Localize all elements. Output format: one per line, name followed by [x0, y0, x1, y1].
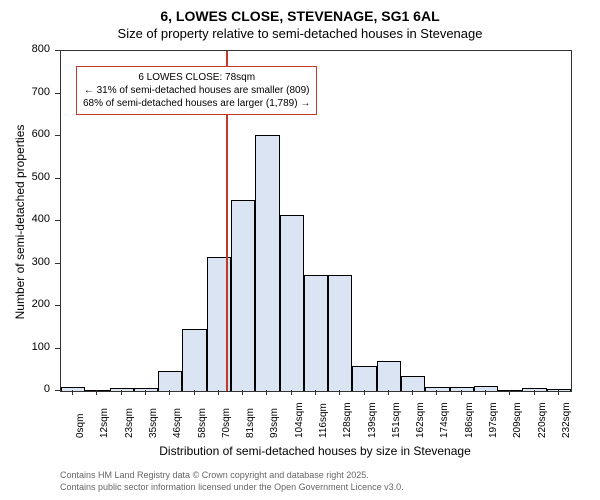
y-tick-label: 400	[0, 213, 50, 225]
footer-attribution: Contains HM Land Registry data © Crown c…	[60, 470, 404, 493]
x-tick-mark	[485, 390, 486, 395]
x-tick-mark	[436, 390, 437, 395]
x-axis-label: Distribution of semi-detached houses by …	[60, 444, 570, 458]
y-tick-mark	[55, 220, 60, 222]
x-tick-label: 81sqm	[245, 408, 256, 438]
x-tick-label: 23sqm	[124, 408, 135, 438]
y-tick-label: 100	[0, 341, 50, 353]
y-tick-mark	[55, 135, 60, 137]
histogram-bar	[61, 387, 85, 391]
histogram-bar	[158, 371, 182, 391]
x-tick-label: 46sqm	[172, 408, 183, 438]
x-tick-mark	[218, 390, 219, 395]
y-tick-label: 600	[0, 128, 50, 140]
info-box-header: 6 LOWES CLOSE: 78sqm	[83, 71, 310, 84]
histogram-bar	[352, 366, 376, 391]
histogram-bar	[522, 388, 546, 391]
x-tick-mark	[72, 390, 73, 395]
chart-subtitle: Size of property relative to semi-detach…	[0, 26, 600, 41]
histogram-bar	[182, 329, 206, 391]
y-tick-label: 800	[0, 43, 50, 55]
footer-line-1: Contains HM Land Registry data © Crown c…	[60, 470, 404, 482]
x-tick-mark	[509, 390, 510, 395]
histogram-bar	[401, 376, 425, 391]
x-tick-mark	[339, 390, 340, 395]
x-tick-mark	[315, 390, 316, 395]
chart-container: 6, LOWES CLOSE, STEVENAGE, SG1 6AL Size …	[0, 0, 600, 500]
histogram-bar	[304, 275, 328, 391]
x-tick-mark	[558, 390, 559, 395]
x-tick-mark	[412, 390, 413, 395]
y-tick-label: 200	[0, 298, 50, 310]
y-tick-mark	[55, 305, 60, 307]
histogram-bar	[255, 135, 279, 391]
x-tick-label: 128sqm	[342, 402, 353, 438]
x-tick-label: 151sqm	[391, 402, 402, 438]
x-tick-label: 162sqm	[415, 402, 426, 438]
x-tick-label: 35sqm	[148, 408, 159, 438]
histogram-bar	[547, 389, 571, 391]
x-tick-mark	[388, 390, 389, 395]
x-tick-label: 174sqm	[439, 402, 450, 438]
y-tick-mark	[55, 93, 60, 95]
y-tick-label: 500	[0, 171, 50, 183]
x-tick-label: 58sqm	[197, 408, 208, 438]
x-tick-label: 93sqm	[269, 408, 280, 438]
x-tick-mark	[534, 390, 535, 395]
x-tick-mark	[194, 390, 195, 395]
histogram-bar	[328, 275, 352, 391]
x-tick-label: 116sqm	[318, 403, 329, 438]
y-tick-mark	[55, 178, 60, 180]
x-tick-mark	[461, 390, 462, 395]
x-tick-label: 232sqm	[561, 402, 572, 438]
x-tick-label: 0sqm	[75, 414, 86, 438]
y-tick-label: 0	[0, 383, 50, 395]
x-tick-mark	[364, 390, 365, 395]
info-box-line-1: ← 31% of semi-detached houses are smalle…	[83, 84, 310, 97]
y-tick-mark	[55, 263, 60, 265]
chart-title: 6, LOWES CLOSE, STEVENAGE, SG1 6AL	[0, 8, 600, 24]
x-tick-mark	[96, 390, 97, 395]
histogram-bar	[450, 387, 474, 391]
x-tick-label: 70sqm	[221, 408, 232, 438]
footer-line-2: Contains public sector information licen…	[60, 482, 404, 494]
y-tick-label: 700	[0, 86, 50, 98]
x-tick-mark	[121, 390, 122, 395]
x-tick-label: 220sqm	[537, 402, 548, 438]
histogram-bar	[231, 200, 255, 391]
x-tick-label: 197sqm	[488, 402, 499, 438]
x-tick-mark	[169, 390, 170, 395]
x-tick-mark	[242, 390, 243, 395]
x-tick-label: 139sqm	[367, 402, 378, 438]
x-tick-label: 12sqm	[99, 408, 110, 438]
x-tick-mark	[145, 390, 146, 395]
histogram-bar	[110, 388, 134, 391]
x-tick-mark	[266, 390, 267, 395]
histogram-bar	[377, 361, 401, 391]
histogram-bar	[498, 390, 522, 391]
info-box: 6 LOWES CLOSE: 78sqm← 31% of semi-detach…	[76, 66, 317, 115]
histogram-bar	[280, 215, 304, 391]
x-tick-mark	[291, 390, 292, 395]
y-tick-mark	[55, 390, 60, 392]
histogram-bar	[85, 390, 109, 391]
x-tick-label: 104sqm	[294, 402, 305, 438]
title-block: 6, LOWES CLOSE, STEVENAGE, SG1 6AL Size …	[0, 0, 600, 43]
info-box-line-2: 68% of semi-detached houses are larger (…	[83, 97, 310, 110]
y-tick-mark	[55, 348, 60, 350]
x-tick-label: 209sqm	[512, 402, 523, 438]
x-tick-label: 186sqm	[464, 402, 475, 438]
y-tick-mark	[55, 50, 60, 52]
y-tick-label: 300	[0, 256, 50, 268]
histogram-bar	[425, 387, 449, 391]
